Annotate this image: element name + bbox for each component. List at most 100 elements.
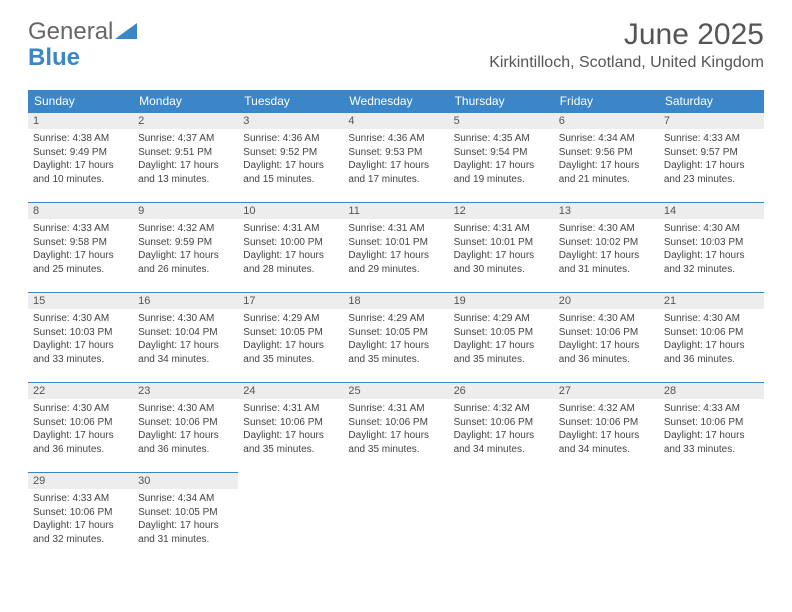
- calendar-day-cell: 12Sunrise: 4:31 AMSunset: 10:01 PMDaylig…: [449, 203, 554, 293]
- weekday-header: Sunday: [28, 90, 133, 113]
- day-number: 9: [133, 203, 238, 219]
- day-details: Sunrise: 4:32 AMSunset: 10:06 PMDaylight…: [554, 399, 659, 460]
- day-details: Sunrise: 4:29 AMSunset: 10:05 PMDaylight…: [238, 309, 343, 370]
- calendar-day-cell: 4Sunrise: 4:36 AMSunset: 9:53 PMDaylight…: [343, 113, 448, 203]
- day-number: 17: [238, 293, 343, 309]
- day-number: 13: [554, 203, 659, 219]
- day-details: Sunrise: 4:36 AMSunset: 9:52 PMDaylight:…: [238, 129, 343, 190]
- day-number: 7: [659, 113, 764, 129]
- day-details: Sunrise: 4:30 AMSunset: 10:04 PMDaylight…: [133, 309, 238, 370]
- calendar-day-cell: 21Sunrise: 4:30 AMSunset: 10:06 PMDaylig…: [659, 293, 764, 383]
- calendar-day-cell: 2Sunrise: 4:37 AMSunset: 9:51 PMDaylight…: [133, 113, 238, 203]
- title-block: June 2025 Kirkintilloch, Scotland, Unite…: [489, 18, 764, 72]
- day-number: 12: [449, 203, 554, 219]
- calendar-week-row: 22Sunrise: 4:30 AMSunset: 10:06 PMDaylig…: [28, 383, 764, 473]
- calendar-day-cell: 13Sunrise: 4:30 AMSunset: 10:02 PMDaylig…: [554, 203, 659, 293]
- calendar-day-cell: [554, 473, 659, 563]
- day-details: Sunrise: 4:32 AMSunset: 9:59 PMDaylight:…: [133, 219, 238, 280]
- calendar-week-row: 15Sunrise: 4:30 AMSunset: 10:03 PMDaylig…: [28, 293, 764, 383]
- day-number: 28: [659, 383, 764, 399]
- weekday-header: Tuesday: [238, 90, 343, 113]
- calendar-day-cell: 11Sunrise: 4:31 AMSunset: 10:01 PMDaylig…: [343, 203, 448, 293]
- day-number: 27: [554, 383, 659, 399]
- calendar-day-cell: 27Sunrise: 4:32 AMSunset: 10:06 PMDaylig…: [554, 383, 659, 473]
- calendar-day-cell: 23Sunrise: 4:30 AMSunset: 10:06 PMDaylig…: [133, 383, 238, 473]
- day-details: Sunrise: 4:31 AMSunset: 10:06 PMDaylight…: [238, 399, 343, 460]
- logo-triangle-icon: [115, 18, 137, 46]
- day-number: 19: [449, 293, 554, 309]
- calendar-day-cell: 20Sunrise: 4:30 AMSunset: 10:06 PMDaylig…: [554, 293, 659, 383]
- day-details: Sunrise: 4:32 AMSunset: 10:06 PMDaylight…: [449, 399, 554, 460]
- day-number: 14: [659, 203, 764, 219]
- day-details: Sunrise: 4:29 AMSunset: 10:05 PMDaylight…: [449, 309, 554, 370]
- calendar-day-cell: [238, 473, 343, 563]
- location-text: Kirkintilloch, Scotland, United Kingdom: [489, 54, 764, 72]
- calendar-day-cell: 5Sunrise: 4:35 AMSunset: 9:54 PMDaylight…: [449, 113, 554, 203]
- calendar-week-row: 1Sunrise: 4:38 AMSunset: 9:49 PMDaylight…: [28, 113, 764, 203]
- weekday-header: Monday: [133, 90, 238, 113]
- day-number: 11: [343, 203, 448, 219]
- day-details: Sunrise: 4:37 AMSunset: 9:51 PMDaylight:…: [133, 129, 238, 190]
- day-details: Sunrise: 4:31 AMSunset: 10:01 PMDaylight…: [343, 219, 448, 280]
- calendar-day-cell: [659, 473, 764, 563]
- calendar-day-cell: 10Sunrise: 4:31 AMSunset: 10:00 PMDaylig…: [238, 203, 343, 293]
- calendar-day-cell: 19Sunrise: 4:29 AMSunset: 10:05 PMDaylig…: [449, 293, 554, 383]
- logo: General: [28, 18, 137, 46]
- day-details: Sunrise: 4:38 AMSunset: 9:49 PMDaylight:…: [28, 129, 133, 190]
- day-details: Sunrise: 4:35 AMSunset: 9:54 PMDaylight:…: [449, 129, 554, 190]
- day-number: 15: [28, 293, 133, 309]
- day-details: Sunrise: 4:34 AMSunset: 10:05 PMDaylight…: [133, 489, 238, 550]
- calendar-day-cell: 15Sunrise: 4:30 AMSunset: 10:03 PMDaylig…: [28, 293, 133, 383]
- day-details: Sunrise: 4:30 AMSunset: 10:06 PMDaylight…: [659, 309, 764, 370]
- day-number: 24: [238, 383, 343, 399]
- day-details: Sunrise: 4:34 AMSunset: 9:56 PMDaylight:…: [554, 129, 659, 190]
- day-number: 6: [554, 113, 659, 129]
- day-number: 21: [659, 293, 764, 309]
- day-details: Sunrise: 4:30 AMSunset: 10:06 PMDaylight…: [554, 309, 659, 370]
- day-number: 10: [238, 203, 343, 219]
- day-details: Sunrise: 4:33 AMSunset: 10:06 PMDaylight…: [659, 399, 764, 460]
- calendar-day-cell: [449, 473, 554, 563]
- calendar-day-cell: 22Sunrise: 4:30 AMSunset: 10:06 PMDaylig…: [28, 383, 133, 473]
- month-title: June 2025: [489, 18, 764, 52]
- calendar-week-row: 8Sunrise: 4:33 AMSunset: 9:58 PMDaylight…: [28, 203, 764, 293]
- day-details: Sunrise: 4:36 AMSunset: 9:53 PMDaylight:…: [343, 129, 448, 190]
- day-number: 5: [449, 113, 554, 129]
- day-number: 30: [133, 473, 238, 489]
- day-number: 1: [28, 113, 133, 129]
- weekday-header: Friday: [554, 90, 659, 113]
- day-number: 20: [554, 293, 659, 309]
- day-number: 23: [133, 383, 238, 399]
- calendar-day-cell: 17Sunrise: 4:29 AMSunset: 10:05 PMDaylig…: [238, 293, 343, 383]
- day-number: 18: [343, 293, 448, 309]
- day-details: Sunrise: 4:29 AMSunset: 10:05 PMDaylight…: [343, 309, 448, 370]
- day-details: Sunrise: 4:33 AMSunset: 9:58 PMDaylight:…: [28, 219, 133, 280]
- day-number: 26: [449, 383, 554, 399]
- day-number: 8: [28, 203, 133, 219]
- calendar-body: 1Sunrise: 4:38 AMSunset: 9:49 PMDaylight…: [28, 113, 764, 563]
- day-details: Sunrise: 4:30 AMSunset: 10:06 PMDaylight…: [133, 399, 238, 460]
- calendar-day-cell: 6Sunrise: 4:34 AMSunset: 9:56 PMDaylight…: [554, 113, 659, 203]
- day-details: Sunrise: 4:30 AMSunset: 10:03 PMDaylight…: [28, 309, 133, 370]
- calendar-day-cell: 8Sunrise: 4:33 AMSunset: 9:58 PMDaylight…: [28, 203, 133, 293]
- day-number: 4: [343, 113, 448, 129]
- calendar-day-cell: 14Sunrise: 4:30 AMSunset: 10:03 PMDaylig…: [659, 203, 764, 293]
- calendar-day-cell: 26Sunrise: 4:32 AMSunset: 10:06 PMDaylig…: [449, 383, 554, 473]
- calendar-header-row: SundayMondayTuesdayWednesdayThursdayFrid…: [28, 90, 764, 113]
- header: General June 2025 Kirkintilloch, Scotlan…: [0, 0, 792, 80]
- calendar-day-cell: 9Sunrise: 4:32 AMSunset: 9:59 PMDaylight…: [133, 203, 238, 293]
- weekday-header: Thursday: [449, 90, 554, 113]
- calendar-day-cell: 30Sunrise: 4:34 AMSunset: 10:05 PMDaylig…: [133, 473, 238, 563]
- logo-line2: Blue: [28, 44, 80, 72]
- day-details: Sunrise: 4:33 AMSunset: 10:06 PMDaylight…: [28, 489, 133, 550]
- day-details: Sunrise: 4:31 AMSunset: 10:01 PMDaylight…: [449, 219, 554, 280]
- day-number: 29: [28, 473, 133, 489]
- day-details: Sunrise: 4:33 AMSunset: 9:57 PMDaylight:…: [659, 129, 764, 190]
- calendar-table: SundayMondayTuesdayWednesdayThursdayFrid…: [28, 90, 764, 563]
- calendar-day-cell: [343, 473, 448, 563]
- day-number: 25: [343, 383, 448, 399]
- day-number: 22: [28, 383, 133, 399]
- day-details: Sunrise: 4:30 AMSunset: 10:06 PMDaylight…: [28, 399, 133, 460]
- calendar-day-cell: 3Sunrise: 4:36 AMSunset: 9:52 PMDaylight…: [238, 113, 343, 203]
- calendar-day-cell: 25Sunrise: 4:31 AMSunset: 10:06 PMDaylig…: [343, 383, 448, 473]
